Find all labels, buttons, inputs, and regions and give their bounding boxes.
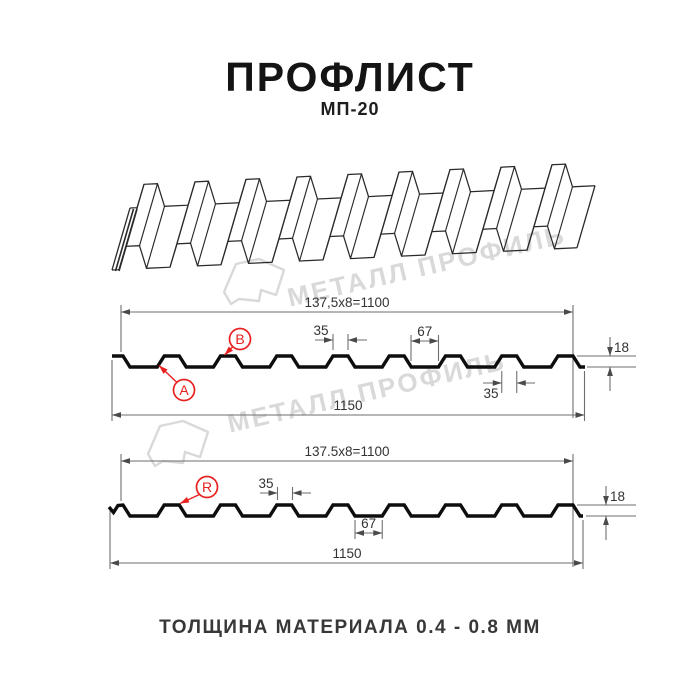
label-r: R — [202, 479, 212, 495]
page-subtitle: МП-20 — [320, 99, 380, 119]
p2-ribtop-dim: 35 — [258, 476, 273, 491]
page-title: ПРОФЛИСТ — [225, 54, 475, 100]
p1-valley-dim: 67 — [417, 324, 432, 339]
p2-overall-dim: 1150 — [332, 546, 361, 561]
material-thickness-caption: ТОЛЩИНА МАТЕРИАЛА 0.4 - 0.8 ММ — [159, 617, 541, 638]
label-b: B — [235, 331, 244, 347]
metall-profil-logo-icon — [146, 419, 210, 468]
p1-ribtop-dim: 35 — [313, 323, 328, 338]
label-a: A — [179, 382, 189, 398]
profile-1-section: 137,5x8=1100 1150 18 35 67 35 A B — [111, 295, 636, 421]
p2-valley-dim: 67 — [361, 516, 376, 531]
p2-span-dim: 137.5x8=1100 — [305, 444, 390, 459]
profile-1-outline — [112, 354, 585, 369]
profile-2-outline — [107, 503, 583, 518]
p1-height-dim: 18 — [614, 340, 629, 355]
p1-span-dim: 137,5x8=1100 — [305, 295, 390, 310]
p1-ribtop-bottom-dim: 35 — [483, 386, 498, 401]
p1-overall-dim: 1150 — [333, 398, 362, 413]
p2-height-dim: 18 — [610, 489, 625, 504]
sheet-3d-view — [111, 163, 596, 272]
profile-2-section: 137.5x8=1100 1150 18 35 67 R — [107, 444, 636, 569]
